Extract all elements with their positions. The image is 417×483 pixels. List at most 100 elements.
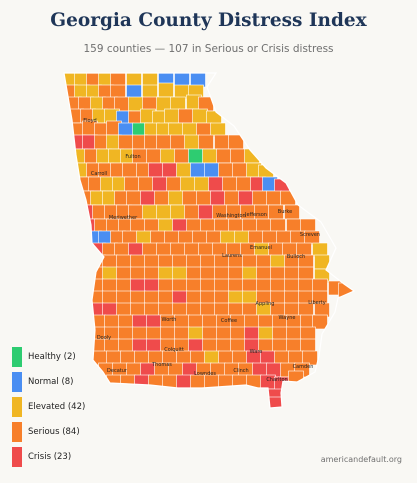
county-label-lowndes: Lowndes <box>194 371 216 377</box>
legend-label-elevated: Elevated (42) <box>28 402 86 412</box>
county-shape <box>216 148 232 164</box>
legend-swatch-normal <box>12 372 22 392</box>
county-shape <box>140 190 156 206</box>
legend-item-elevated: Elevated (42) <box>12 397 86 417</box>
county-shape <box>184 134 200 150</box>
county-shape <box>194 176 210 192</box>
county-shape <box>190 162 206 178</box>
county-label-washington: Washington <box>216 213 245 219</box>
county-shape <box>166 176 182 192</box>
county-shape <box>118 134 134 150</box>
county-shape <box>230 148 246 164</box>
county-shape <box>122 162 138 178</box>
county-shape <box>158 82 174 98</box>
legend-swatch-healthy <box>12 347 22 367</box>
county-label-worth: Worth <box>162 317 177 323</box>
county-shape <box>134 374 150 390</box>
county-shape <box>190 374 206 390</box>
county-shape <box>238 190 254 206</box>
state-outline <box>63 72 356 409</box>
county-label-screven: Screven <box>300 232 320 238</box>
county-label-camden: Camden <box>293 364 314 370</box>
county-shape <box>312 314 328 330</box>
county-label-burke: Burke <box>278 209 292 215</box>
county-label-colquitt: Colquitt <box>164 347 184 353</box>
county-shape <box>288 370 304 386</box>
county-shape <box>154 190 170 206</box>
legend-label-serious: Serious (84) <box>28 427 80 437</box>
legend-item-healthy: Healthy (2) <box>12 347 85 367</box>
county-label-dooly: Dooly <box>97 335 111 341</box>
county-shape <box>252 190 268 206</box>
county-shape <box>176 374 192 390</box>
county-shape <box>156 134 172 150</box>
county-label-emanuel: Emanuel <box>250 245 272 251</box>
county-shape <box>204 162 220 178</box>
county-shape <box>178 108 194 124</box>
county-shape <box>198 134 214 150</box>
county-shape <box>170 134 186 150</box>
legend-label-normal: Normal (8) <box>28 377 74 387</box>
county-label-meriwether: Meriwether <box>109 215 138 221</box>
county-shape <box>156 204 172 220</box>
legend-label-crisis: Crisis (23) <box>28 452 72 462</box>
legend-swatch-crisis <box>12 447 22 467</box>
county-label-liberty: Liberty <box>308 300 325 306</box>
county-shape <box>210 190 226 206</box>
county-shape <box>138 176 154 192</box>
county-shape <box>184 204 200 220</box>
source-attribution: americandefault.org <box>320 455 402 464</box>
county-shape <box>182 190 198 206</box>
county-label-decatur: Decatur <box>107 368 128 374</box>
legend-swatch-elevated <box>12 397 22 417</box>
county-shape <box>168 190 184 206</box>
map-title: Georgia County Distress Index <box>50 10 367 31</box>
county-label-coffee: Coffee <box>221 318 237 324</box>
county-label-jefferson: Jefferson <box>244 212 267 218</box>
county-shape <box>124 176 140 192</box>
legend-swatch-serious <box>12 422 22 442</box>
map-legend: Healthy (2) Normal (8) Elevated (42) Ser… <box>12 347 86 474</box>
legend-item-crisis: Crisis (23) <box>12 447 85 467</box>
map-subtitle: 159 counties — 107 in Serious or Crisis … <box>83 43 334 55</box>
county-shape <box>224 190 240 206</box>
county-shape <box>146 148 162 164</box>
county-shape <box>208 176 224 192</box>
county-shape <box>266 190 282 206</box>
county-label-wayne: Wayne <box>279 315 296 321</box>
legend-item-serious: Serious (84) <box>12 422 85 442</box>
legend-label-healthy: Healthy (2) <box>28 352 76 362</box>
county-shape <box>304 230 320 246</box>
county-shape <box>148 374 164 390</box>
county-shape <box>214 134 230 150</box>
county-shape <box>232 374 248 390</box>
county-shape <box>160 148 176 164</box>
county-shape <box>188 148 204 164</box>
county-shape <box>302 350 318 366</box>
county-shape <box>152 176 168 192</box>
county-shape <box>192 108 208 124</box>
county-shape <box>126 190 142 206</box>
county-shape <box>244 148 260 164</box>
county-shape <box>236 176 252 192</box>
county-label-clinch: Clinch <box>233 368 248 374</box>
county-shape <box>170 204 186 220</box>
county-shape <box>196 190 212 206</box>
county-shape <box>120 374 136 390</box>
county-label-appling: Appling <box>256 301 275 307</box>
county-shape <box>174 148 190 164</box>
county-shape <box>280 190 296 206</box>
county-label-thomas: Thomas <box>151 362 172 368</box>
county-shape <box>232 162 248 178</box>
county-label-carroll: Carroll <box>91 171 107 177</box>
county-shape <box>198 204 214 220</box>
county-label-laurens: Laurens <box>222 253 242 259</box>
county-shape <box>222 176 238 192</box>
county-label-floyd: Floyd <box>83 118 96 124</box>
county-label-charlton: Charlton <box>266 377 287 383</box>
county-label-ware: Ware <box>250 349 263 355</box>
county-label-bulloch: Bulloch <box>287 254 305 260</box>
county-shape <box>164 108 180 124</box>
legend-item-normal: Normal (8) <box>12 372 85 392</box>
